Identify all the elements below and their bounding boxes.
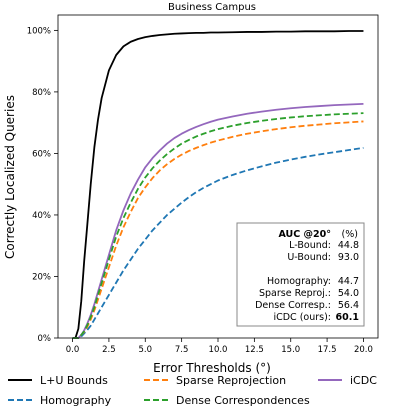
- x-tick-label: 0.0: [66, 345, 80, 355]
- auc-row-value: 44.8: [338, 240, 359, 251]
- legend-label: Homography: [40, 394, 112, 407]
- auc-heading: AUC @20°: [278, 229, 331, 240]
- auc-row-value: 60.1: [336, 312, 359, 323]
- y-axis-label: Correctly Localized Queries: [3, 95, 17, 259]
- series-line-l-u-bounds: [72, 30, 364, 339]
- legend-label: Sparse Reprojection: [176, 374, 286, 387]
- x-tick-label: 17.5: [318, 345, 337, 355]
- x-tick-label: 5.0: [139, 345, 153, 355]
- x-tick-label: 10.0: [209, 345, 228, 355]
- auc-row-label: U-Bound:: [287, 252, 331, 263]
- y-tick-label: 0%: [38, 334, 52, 344]
- auc-row-label: Sparse Reproj.:: [259, 288, 331, 299]
- auc-row-value: 44.7: [338, 276, 359, 287]
- auc-row-label: L-Bound:: [289, 240, 331, 251]
- series-line-sparse-reprojection: [72, 120, 364, 339]
- x-tick-label: 7.5: [175, 345, 189, 355]
- x-tick-label: 12.5: [245, 345, 264, 355]
- legend-label: Dense Correspondences: [176, 394, 310, 407]
- legend-item-homography: Homography: [8, 394, 112, 407]
- chart-title: Business Campus: [168, 2, 256, 13]
- auc-row-value: 93.0: [338, 252, 359, 263]
- y-tick-label: 40%: [32, 211, 51, 221]
- legend-item-sparse-reprojection: Sparse Reprojection: [144, 374, 286, 387]
- legend-label: iCDC: [350, 374, 377, 387]
- auc-box-frame: [236, 222, 365, 327]
- y-tick-label: 80%: [32, 88, 51, 98]
- series-line-dense-correspondences: [72, 112, 364, 339]
- plot-lines: [72, 30, 364, 339]
- x-axis-label: Error Thresholds (°): [153, 361, 271, 375]
- legend-item-icdc: iCDC: [318, 374, 377, 387]
- auc-heading-bold: AUC @20°: [278, 229, 331, 240]
- auc-row-label: iCDC (ours):: [273, 312, 331, 323]
- legend-label: L+U Bounds: [40, 374, 108, 387]
- x-tick-label: 15.0: [281, 345, 300, 355]
- y-tick-label: 60%: [32, 149, 51, 159]
- x-tick-label: 20.0: [354, 345, 373, 355]
- x-tick-label: 2.5: [102, 345, 116, 355]
- y-axis-ticks: 0% 20% 40% 60% 80% 100%: [27, 26, 58, 344]
- auc-annotation-box: AUC @20° (%) L-Bound: 44.8 U-Bound: 93.0 Hom…: [236, 222, 365, 327]
- auc-row-value: 54.0: [338, 288, 359, 299]
- y-tick-label: 100%: [27, 26, 51, 36]
- auc-rows: L-Bound: 44.8 U-Bound: 93.0 Homography: 44.7 S…: [255, 240, 359, 323]
- auc-row-value: 56.4: [338, 300, 359, 311]
- auc-row-label: Homography:: [267, 276, 331, 287]
- legend-item-dense-correspondences: Dense Correspondences: [144, 394, 310, 407]
- auc-row-label: Dense Corresp.:: [255, 300, 331, 311]
- series-line-homography: [72, 146, 364, 339]
- legend-item-l-u-bounds: L+U Bounds: [8, 374, 108, 387]
- legend: L+U Bounds Sparse Reprojection iCDC Homogra…: [8, 374, 377, 407]
- x-axis-ticks: 0.0 2.5 5.0 7.5 10.0 12.5 15.0 17.5 20.0: [66, 338, 373, 355]
- auc-heading-suffix: (%): [342, 229, 358, 240]
- y-tick-label: 20%: [32, 272, 51, 282]
